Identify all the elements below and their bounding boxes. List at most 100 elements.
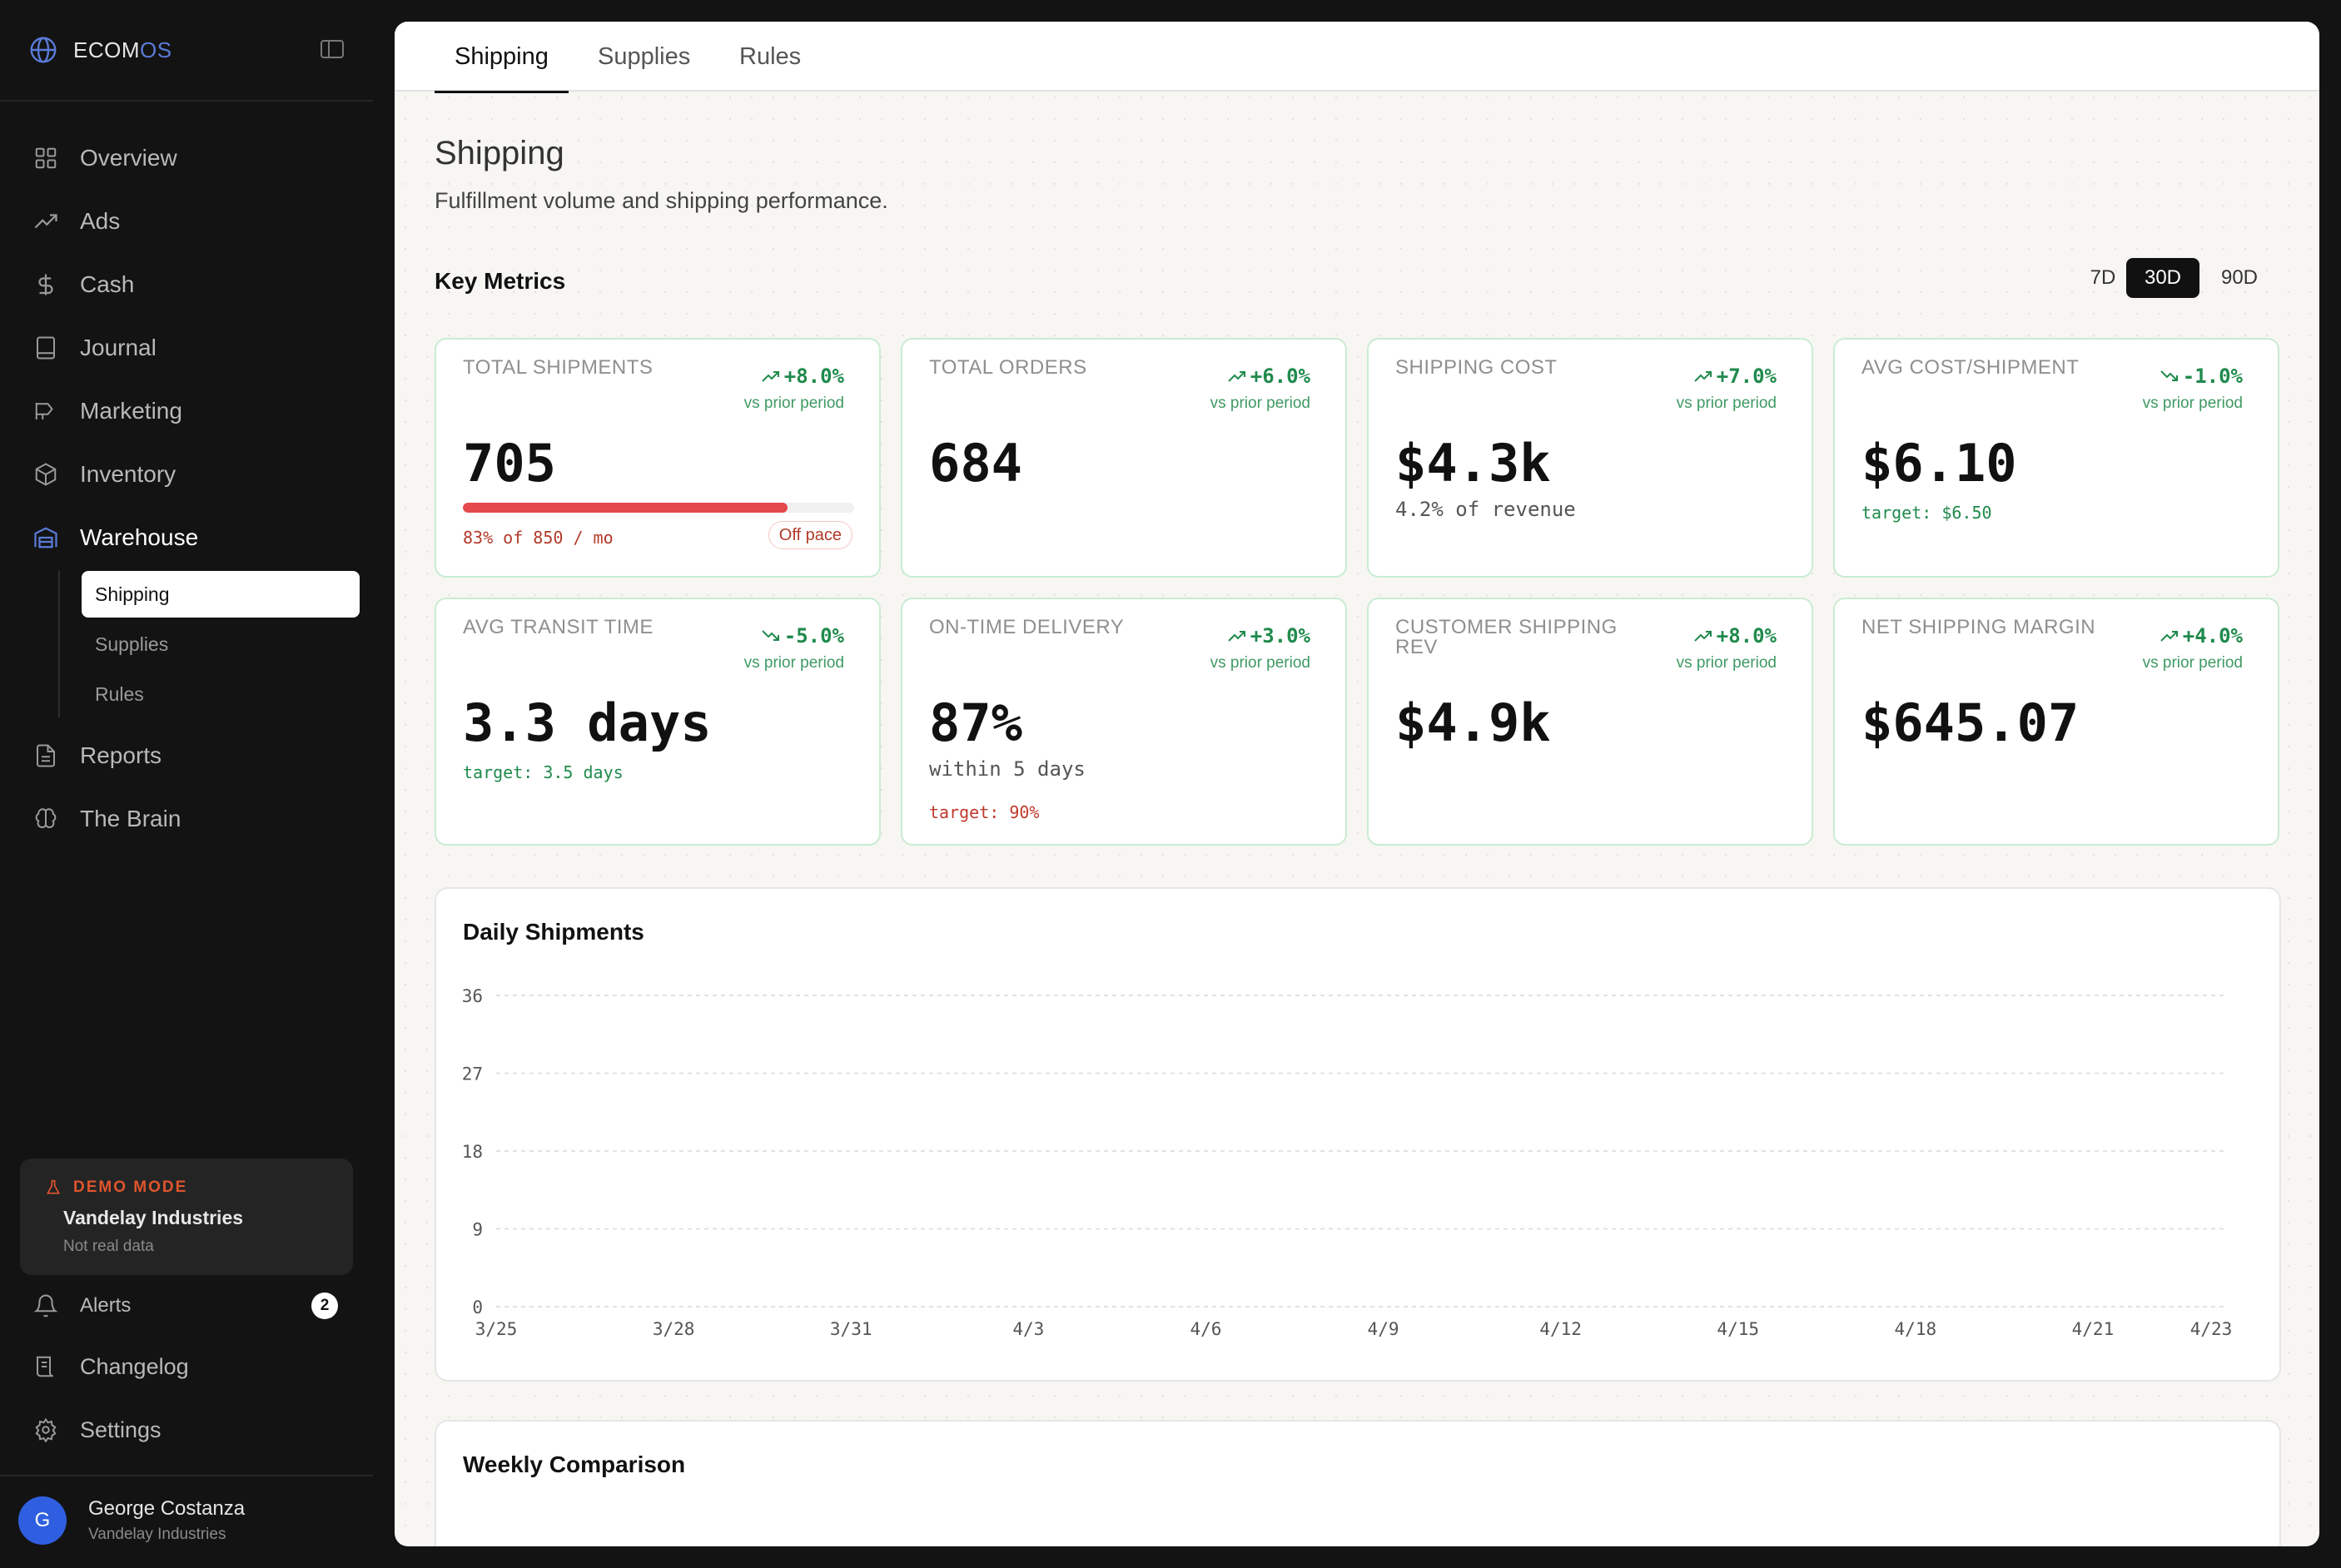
metric-change: +8.0%: [761, 365, 844, 388]
metric-target: target: 90%: [929, 802, 1040, 822]
y-tick-label: 36: [462, 986, 483, 1006]
metric-aux: 4.2% of revenue: [1395, 498, 1576, 521]
y-tick-label: 18: [462, 1142, 483, 1162]
sidebar-item-label: Inventory: [80, 461, 176, 487]
megaphone-icon: [35, 403, 53, 419]
user-profile[interactable]: G George Costanza Vandelay Industries: [18, 1496, 245, 1545]
x-tick-label: 4/15: [1717, 1319, 1759, 1339]
metric-change: +6.0%: [1227, 365, 1310, 388]
progress-fill: [463, 503, 788, 513]
range-90d-button[interactable]: 90D: [2220, 266, 2259, 289]
sidebar-divider: [0, 100, 373, 102]
trend-up-icon: [1694, 371, 1712, 382]
y-tick-label: 9: [472, 1220, 483, 1240]
sidebar-item-cash[interactable]: Cash: [0, 253, 373, 316]
metric-card-on-time-delivery[interactable]: ON-TIME DELIVERY +3.0% vs prior period 8…: [901, 598, 1347, 846]
metric-label: AVG COST/SHIPMENT: [1861, 356, 2080, 379]
demo-mode-card[interactable]: DEMO MODE Vandelay Industries Not real d…: [20, 1159, 353, 1275]
sidebar-item-reports[interactable]: Reports: [0, 724, 373, 787]
metric-card-net-shipping-margin[interactable]: NET SHIPPING MARGIN +4.0% vs prior perio…: [1833, 598, 2279, 846]
sidebar-item-settings[interactable]: Settings: [0, 1398, 373, 1461]
x-tick-label: 4/21: [2072, 1319, 2115, 1339]
metric-change: +3.0%: [1227, 624, 1310, 648]
metric-value: 3.3 days: [463, 692, 712, 753]
metric-vs: vs prior period: [1676, 394, 1777, 412]
warehouse-icon: [34, 527, 57, 548]
x-tick-label: 4/3: [1012, 1319, 1044, 1339]
metric-change: -1.0%: [2160, 365, 2243, 388]
tab-shipping[interactable]: Shipping: [435, 22, 569, 93]
sidebar-item-the-brain[interactable]: The Brain: [0, 787, 373, 851]
range-7d-button[interactable]: 7D: [2090, 266, 2116, 289]
document-icon: [37, 744, 55, 767]
metric-value: 87%: [929, 692, 1022, 753]
key-metrics-heading: Key Metrics: [435, 268, 566, 294]
trend-up-icon: [2160, 631, 2178, 642]
demo-tag: DEMO MODE: [45, 1178, 353, 1197]
metric-target: target: $6.50: [1861, 503, 1992, 523]
metric-aux: within 5 days: [929, 757, 1086, 781]
sidebar-item-label: Overview: [80, 145, 177, 171]
metric-target: target: 3.5 days: [463, 762, 624, 782]
metric-card-total-orders[interactable]: TOTAL ORDERS +6.0% vs prior period 684: [901, 338, 1347, 578]
trend-up-icon: [1694, 631, 1712, 642]
alerts-count-badge: 2: [311, 1293, 338, 1319]
daily-shipments-chart: 0 9 18 27 36 3/25 3/28 3/31 4/3 4/6 4/9 4/12 4/15 4/1…: [462, 986, 2233, 1339]
sidebar-item-alerts[interactable]: Alerts 2: [0, 1277, 373, 1335]
trend-up-icon: [762, 371, 779, 382]
sidebar-toggle-icon[interactable]: [320, 38, 345, 60]
sidebar-item-label: The Brain: [80, 806, 181, 831]
metric-label: ON-TIME DELIVERY: [929, 616, 1125, 638]
scroll-icon: [37, 1356, 53, 1377]
range-30d-button[interactable]: 30D: [2126, 258, 2199, 298]
sidebar-item-journal[interactable]: Journal: [0, 316, 373, 380]
sidebar-bottom-nav: Alerts 2 Changelog Settings: [0, 1277, 373, 1461]
metric-label: TOTAL SHIPMENTS: [463, 356, 654, 379]
metric-card-shipping-cost[interactable]: SHIPPING COST +7.0% vs prior period $4.3…: [1367, 338, 1813, 578]
metric-change: -5.0%: [761, 624, 844, 648]
weekly-comparison-panel: Weekly Comparison: [435, 1420, 2281, 1546]
metric-card-avg-cost-shipment[interactable]: AVG COST/SHIPMENT -1.0% vs prior period …: [1833, 338, 2279, 578]
sidebar-item-inventory[interactable]: Inventory: [0, 443, 373, 506]
y-tick-label: 0: [472, 1298, 483, 1317]
sidebar-item-ads[interactable]: Ads: [0, 190, 373, 253]
metric-change: +8.0%: [1693, 624, 1777, 648]
avatar: G: [18, 1496, 67, 1545]
sidebar-item-label: Journal: [80, 335, 157, 360]
brand[interactable]: ECOMOS: [28, 30, 345, 70]
page-subtitle: Fulfillment volume and shipping performa…: [435, 188, 888, 213]
metric-vs: vs prior period: [743, 654, 844, 672]
metric-vs: vs prior period: [2142, 394, 2243, 412]
metric-card-customer-shipping-rev[interactable]: CUSTOMER SHIPPING REV +8.0% vs prior per…: [1367, 598, 1813, 846]
metric-vs: vs prior period: [1210, 654, 1310, 672]
bell-icon: [33, 1294, 58, 1317]
subnav-item-rules[interactable]: Rules: [95, 682, 144, 705]
x-tick-label: 3/31: [830, 1319, 872, 1339]
sidebar-item-overview[interactable]: Overview: [0, 127, 373, 190]
sidebar-item-warehouse[interactable]: Warehouse: [0, 506, 373, 569]
metric-label: TOTAL ORDERS: [929, 356, 1087, 379]
sidebar-item-marketing[interactable]: Marketing: [0, 380, 373, 443]
user-org: Vandelay Industries: [88, 1526, 226, 1543]
subnav-item-shipping[interactable]: Shipping: [82, 571, 360, 618]
box-icon: [35, 463, 57, 486]
demo-company: Vandelay Industries: [63, 1207, 244, 1228]
tab-rules[interactable]: Rules: [739, 42, 802, 70]
warehouse-subnav: Shipping Supplies Rules: [58, 571, 373, 717]
progress-bar: [463, 503, 854, 513]
metric-label: SHIPPING COST: [1395, 356, 1558, 379]
book-icon: [37, 336, 55, 360]
weekly-title: Weekly Comparison: [463, 1451, 686, 1477]
chart-title: Daily Shipments: [463, 919, 644, 945]
user-divider: [0, 1475, 373, 1476]
x-tick-label: 4/9: [1368, 1319, 1399, 1339]
tab-supplies[interactable]: Supplies: [598, 42, 691, 70]
metric-label: NET SHIPPING MARGIN: [1861, 616, 2096, 638]
metric-value: 684: [929, 433, 1022, 494]
metric-value: $645.07: [1861, 692, 2080, 753]
metric-card-avg-transit-time[interactable]: AVG TRANSIT TIME -5.0% vs prior period 3…: [435, 598, 881, 846]
sidebar-item-changelog[interactable]: Changelog: [0, 1335, 373, 1398]
subnav-item-supplies[interactable]: Supplies: [95, 633, 169, 655]
metric-card-total-shipments[interactable]: TOTAL SHIPMENTS +8.0% vs prior period 70…: [435, 338, 881, 578]
main-panel: Shipping Supplies Rules Shipping Fulfill…: [395, 22, 2319, 1546]
